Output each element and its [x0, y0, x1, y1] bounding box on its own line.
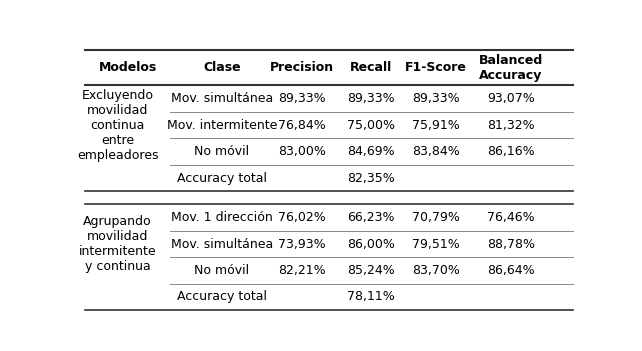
Text: 83,84%: 83,84% — [412, 145, 460, 158]
Text: 75,91%: 75,91% — [412, 119, 460, 132]
Text: No móvil: No móvil — [195, 145, 250, 158]
Text: 82,35%: 82,35% — [347, 172, 395, 185]
Text: Agrupando
movilidad
intermitente
y continua: Agrupando movilidad intermitente y conti… — [79, 215, 157, 273]
Text: 85,24%: 85,24% — [347, 264, 395, 277]
Text: Mov. simultánea: Mov. simultánea — [171, 238, 273, 251]
Text: Precision: Precision — [270, 61, 334, 74]
Text: Clase: Clase — [204, 61, 241, 74]
Text: 84,69%: 84,69% — [347, 145, 395, 158]
Text: 76,02%: 76,02% — [278, 211, 325, 224]
Text: 82,21%: 82,21% — [278, 264, 325, 277]
Text: Recall: Recall — [350, 61, 392, 74]
Text: 93,07%: 93,07% — [487, 92, 535, 105]
Text: Mov. intermitente: Mov. intermitente — [167, 119, 277, 132]
Text: 89,33%: 89,33% — [347, 92, 395, 105]
Text: 81,32%: 81,32% — [487, 119, 534, 132]
Text: 83,00%: 83,00% — [278, 145, 325, 158]
Text: 75,00%: 75,00% — [347, 119, 395, 132]
Text: Modelos: Modelos — [98, 61, 157, 74]
Text: 86,16%: 86,16% — [487, 145, 534, 158]
Text: 78,11%: 78,11% — [347, 291, 395, 304]
Text: 89,33%: 89,33% — [278, 92, 325, 105]
Text: 89,33%: 89,33% — [412, 92, 460, 105]
Text: Mov. 1 dirección: Mov. 1 dirección — [171, 211, 273, 224]
Text: 88,78%: 88,78% — [487, 238, 535, 251]
Text: Balanced
Accuracy: Balanced Accuracy — [478, 54, 542, 82]
Text: No móvil: No móvil — [195, 264, 250, 277]
Text: Mov. simultánea: Mov. simultánea — [171, 92, 273, 105]
Text: 76,84%: 76,84% — [278, 119, 325, 132]
Text: 70,79%: 70,79% — [412, 211, 460, 224]
Text: 76,46%: 76,46% — [487, 211, 534, 224]
Text: 86,00%: 86,00% — [347, 238, 395, 251]
Text: 79,51%: 79,51% — [412, 238, 460, 251]
Text: 83,70%: 83,70% — [412, 264, 460, 277]
Text: F1-Score: F1-Score — [405, 61, 467, 74]
Text: 73,93%: 73,93% — [278, 238, 325, 251]
Text: Excluyendo
movilidad
continua
entre
empleadores: Excluyendo movilidad continua entre empl… — [77, 88, 159, 161]
Text: Accuracy total: Accuracy total — [177, 172, 267, 185]
Text: Accuracy total: Accuracy total — [177, 291, 267, 304]
Text: 86,64%: 86,64% — [487, 264, 534, 277]
Text: 66,23%: 66,23% — [347, 211, 395, 224]
